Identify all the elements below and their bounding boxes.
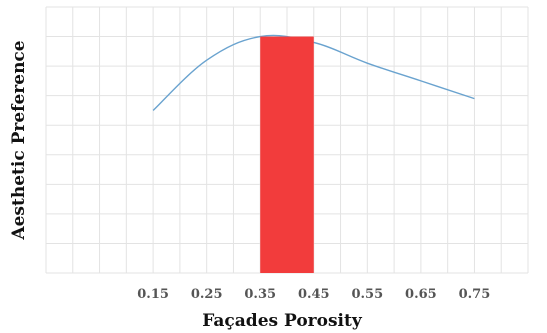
x-tick-label: 0.15 xyxy=(137,287,169,302)
x-tick-label: 0.45 xyxy=(298,287,330,302)
series-layer xyxy=(152,34,475,273)
x-tick-label: 0.65 xyxy=(405,287,437,302)
x-tick-label: 0.55 xyxy=(351,287,383,302)
x-tick-label: 0.75 xyxy=(459,287,491,302)
x-tick-label: 0.35 xyxy=(244,287,276,302)
x-tick-label: 0.25 xyxy=(191,287,223,302)
x-axis-label: Façades Porosity xyxy=(202,311,363,331)
highlight-bar xyxy=(260,36,314,273)
y-axis-label: Aesthetic Preference xyxy=(9,40,29,240)
x-tick-labels: 0.15 0.25 0.35 0.45 0.55 0.65 0.75 xyxy=(137,287,490,302)
